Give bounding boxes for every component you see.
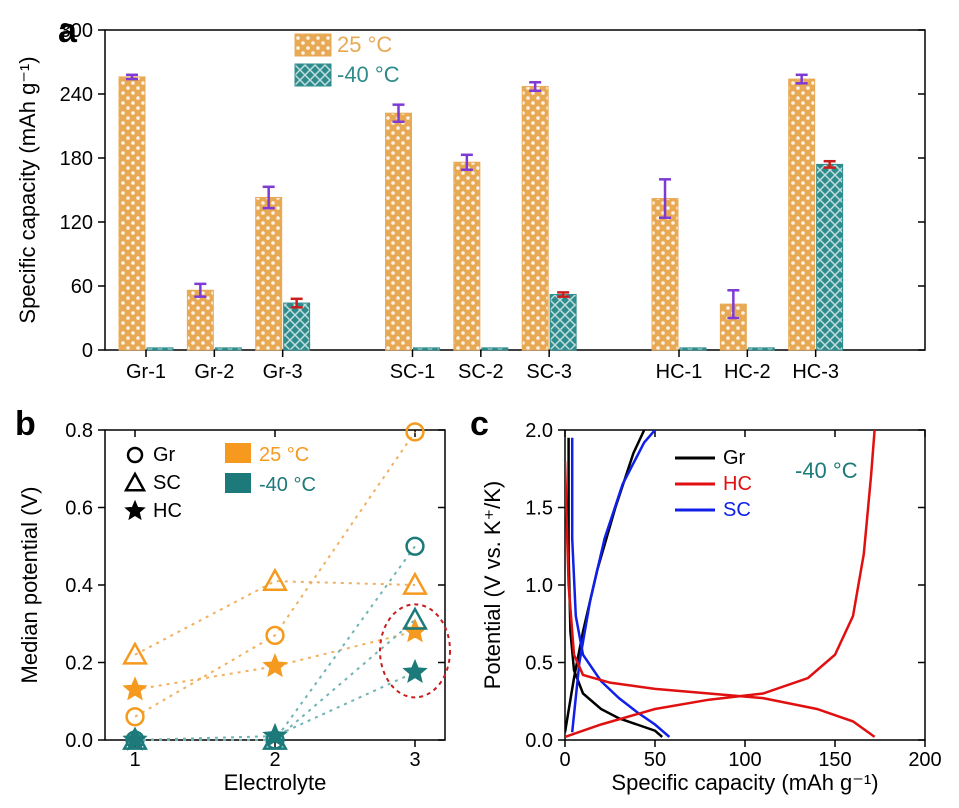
svg-text:Electrolyte: Electrolyte bbox=[224, 770, 327, 795]
svg-text:SC: SC bbox=[153, 472, 181, 494]
bar-Gr-2--40c bbox=[215, 348, 241, 350]
svg-text:Gr: Gr bbox=[153, 444, 176, 466]
curve-Gr_discharge bbox=[569, 438, 663, 737]
svg-text:HC: HC bbox=[153, 500, 182, 522]
figure-svg: aSpecific capacity (mAh g⁻¹)060120180240… bbox=[10, 10, 949, 798]
svg-text:60: 60 bbox=[71, 276, 93, 298]
svg-text:Specific capacity (mAh g⁻¹): Specific capacity (mAh g⁻¹) bbox=[15, 56, 40, 323]
curve-SC_discharge bbox=[572, 438, 669, 737]
panel-b: b Median potential (V) Electrolyte 0.0 0.2 0.… bbox=[15, 405, 450, 795]
svg-text:0.6: 0.6 bbox=[65, 498, 93, 520]
legend-panel-a: 25 °C -40 °C bbox=[295, 32, 400, 87]
bar-SC-1-25c bbox=[386, 113, 412, 350]
svg-text:50: 50 bbox=[644, 749, 666, 771]
svg-text:Median potential (V): Median potential (V) bbox=[17, 487, 42, 684]
xtick-Gr-3: Gr-3 bbox=[263, 361, 303, 383]
bar-SC-3-25c bbox=[522, 87, 548, 350]
svg-text:-40 °C: -40 °C bbox=[259, 474, 316, 496]
svg-text:25 °C: 25 °C bbox=[259, 444, 309, 466]
svg-text:Gr: Gr bbox=[723, 447, 746, 469]
svg-text:c: c bbox=[470, 405, 489, 443]
svg-text:0.0: 0.0 bbox=[525, 730, 553, 752]
svg-text:0.4: 0.4 bbox=[65, 575, 93, 597]
svg-text:3: 3 bbox=[409, 749, 420, 771]
panel-a: aSpecific capacity (mAh g⁻¹)060120180240… bbox=[15, 12, 925, 383]
trace-4 bbox=[135, 620, 415, 740]
xtick-HC-2: HC-2 bbox=[724, 361, 771, 383]
legend-panel-b: Gr SC HC 25 °C -40 °C bbox=[125, 443, 315, 522]
bar-HC-2--40c bbox=[748, 348, 774, 350]
svg-text:180: 180 bbox=[60, 148, 93, 170]
bar-SC-2-25c bbox=[454, 162, 480, 350]
svg-text:2.0: 2.0 bbox=[525, 420, 553, 442]
svg-text:0: 0 bbox=[559, 749, 570, 771]
bar-HC-1--40c bbox=[680, 348, 706, 350]
xtick-Gr-1: Gr-1 bbox=[126, 361, 166, 383]
svg-text:300: 300 bbox=[60, 20, 93, 42]
svg-text:0.8: 0.8 bbox=[65, 420, 93, 442]
note-temp: -40 °C bbox=[795, 458, 858, 483]
xtick-SC-1: SC-1 bbox=[390, 361, 436, 383]
bar-HC-1-25c bbox=[652, 199, 678, 350]
bar-HC-3-25c bbox=[789, 79, 815, 350]
xtick-Gr-2: Gr-2 bbox=[194, 361, 234, 383]
svg-text:HC: HC bbox=[723, 473, 752, 495]
svg-text:1.5: 1.5 bbox=[525, 498, 553, 520]
bar-Gr-1--40c bbox=[147, 348, 173, 350]
bar-Gr-2-25c bbox=[187, 290, 213, 350]
svg-text:SC: SC bbox=[723, 499, 751, 521]
svg-text:1.0: 1.0 bbox=[525, 575, 553, 597]
xtick-HC-3: HC-3 bbox=[792, 361, 839, 383]
bar-Gr-1-25c bbox=[119, 77, 145, 350]
svg-text:Specific capacity (mAh g⁻¹): Specific capacity (mAh g⁻¹) bbox=[611, 770, 878, 795]
svg-text:1: 1 bbox=[129, 749, 140, 771]
svg-text:0: 0 bbox=[82, 340, 93, 362]
svg-text:0.2: 0.2 bbox=[65, 653, 93, 675]
svg-text:240: 240 bbox=[60, 84, 93, 106]
svg-text:Potential (V vs. K⁺/K): Potential (V vs. K⁺/K) bbox=[480, 481, 505, 689]
xtick-HC-1: HC-1 bbox=[656, 361, 703, 383]
svg-text:2: 2 bbox=[269, 749, 280, 771]
svg-text:100: 100 bbox=[728, 749, 761, 771]
bar-SC-2--40c bbox=[482, 348, 508, 350]
svg-text:25 °C: 25 °C bbox=[337, 32, 392, 57]
svg-text:0.0: 0.0 bbox=[65, 730, 93, 752]
panel-c: c Potential (V vs. K⁺/K) Specific capacity… bbox=[470, 405, 942, 795]
bar-SC-3--40c bbox=[550, 295, 576, 350]
curve-HC_discharge bbox=[565, 461, 875, 737]
svg-text:0.5: 0.5 bbox=[525, 653, 553, 675]
figure-multipanel: aSpecific capacity (mAh g⁻¹)060120180240… bbox=[10, 10, 949, 798]
xtick-SC-2: SC-2 bbox=[458, 361, 504, 383]
bar-HC-3--40c bbox=[817, 164, 843, 350]
svg-text:120: 120 bbox=[60, 212, 93, 234]
svg-text:200: 200 bbox=[908, 749, 941, 771]
legend-panel-c: Gr HC SC bbox=[675, 447, 752, 521]
svg-text:b: b bbox=[15, 405, 36, 443]
svg-text:-40 °C: -40 °C bbox=[337, 62, 400, 87]
bar-Gr-3--40c bbox=[284, 303, 310, 350]
xtick-SC-3: SC-3 bbox=[526, 361, 572, 383]
bar-SC-1--40c bbox=[414, 348, 440, 350]
svg-text:150: 150 bbox=[818, 749, 851, 771]
bar-Gr-3-25c bbox=[256, 197, 282, 350]
